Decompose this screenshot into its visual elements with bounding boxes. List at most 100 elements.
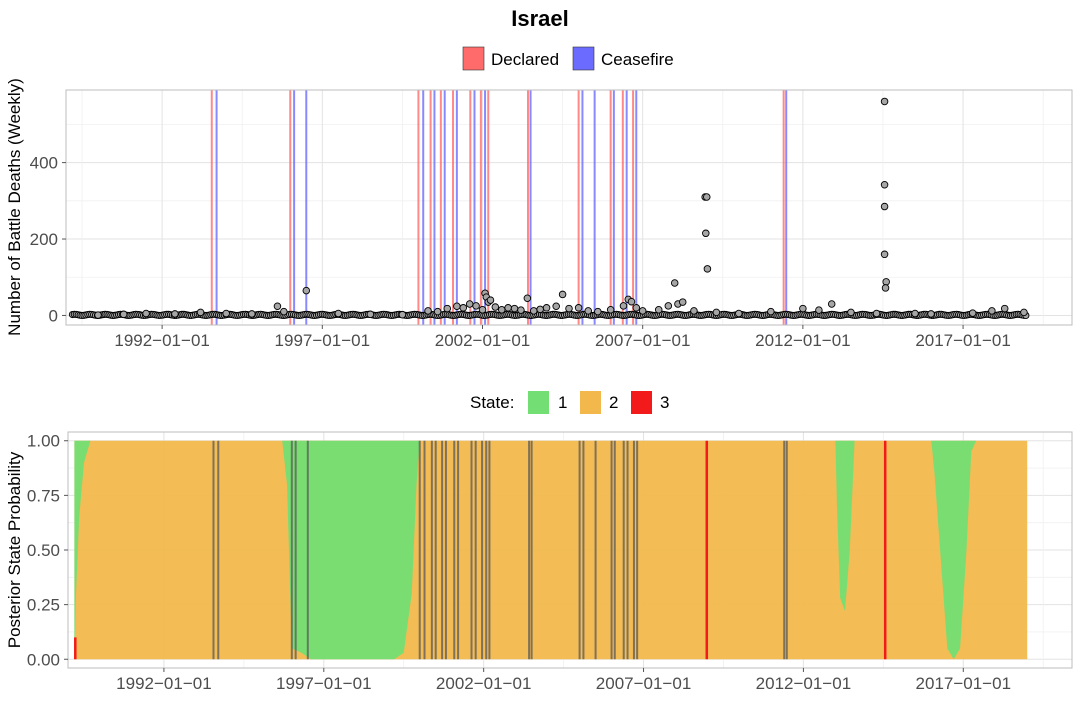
data-point	[584, 307, 592, 315]
data-point	[171, 310, 179, 318]
data-point	[280, 307, 288, 316]
data-point	[606, 305, 615, 314]
data-point	[619, 302, 628, 310]
y-tick-label: 200	[30, 230, 58, 249]
data-points	[94, 97, 1028, 319]
state-3-area	[883, 440, 887, 660]
data-point	[627, 297, 636, 306]
data-point	[911, 309, 919, 318]
state-probability-areas	[74, 440, 1028, 660]
data-point	[491, 303, 500, 311]
data-point	[119, 310, 128, 319]
state-2-area	[74, 440, 1028, 660]
data-point	[222, 309, 230, 318]
data-point	[988, 307, 996, 315]
event-lines-top	[210, 90, 788, 325]
y-tick-label: 0	[49, 306, 58, 325]
data-point	[424, 307, 432, 315]
data-point	[273, 302, 282, 311]
legend-swatch-ceasefire	[572, 46, 595, 71]
chart-title: Israel	[511, 6, 569, 31]
y-axis-label-top: Number of Battle Deaths (Weekly)	[5, 78, 24, 336]
y-tick-label: 400	[30, 154, 58, 173]
x-tick-label: 2017−01−01	[915, 331, 1011, 350]
data-point	[433, 307, 442, 316]
data-point	[517, 306, 525, 314]
data-point	[847, 308, 855, 317]
data-point	[558, 290, 567, 299]
x-tick-label: 2002−01−01	[436, 674, 532, 693]
plot-background-top	[66, 90, 1072, 325]
data-point	[366, 310, 375, 319]
data-point	[497, 305, 506, 314]
data-point	[654, 305, 663, 314]
data-point	[881, 284, 890, 292]
data-point	[882, 278, 890, 286]
data-point	[504, 304, 512, 312]
data-point	[927, 310, 935, 318]
event-lines-bottom	[212, 440, 788, 660]
legend-swatch-declared	[462, 46, 485, 71]
legend-label-state-1: 1	[558, 393, 567, 412]
data-point	[196, 308, 205, 317]
legend-event-type: Declared Ceasefire	[462, 46, 674, 71]
x-tick-label: 1997−01−01	[276, 674, 372, 693]
data-point	[690, 307, 698, 315]
legend-state: State: 1 2 3	[470, 391, 669, 414]
data-point	[465, 300, 474, 308]
y-axis-label-bottom: Posterior State Probability	[5, 451, 24, 648]
legend-label-ceasefire: Ceasefire	[601, 50, 674, 69]
data-point	[142, 309, 150, 318]
x-axis-ticks-bottom: 1992−01−01 1997−01−01 2002−01−01 2007−01−01…	[116, 668, 1011, 693]
x-axis-ticks-top: 1992−01−01 1997−01−01 2002−01−01 2007−01−01…	[114, 325, 1011, 350]
legend-swatch-state-3	[631, 391, 652, 414]
data-point	[536, 305, 544, 314]
y-tick-label: 0.75	[27, 486, 60, 505]
battle-deaths-panel: 0 200 400 1992−01−01 1997−01−01 2002−01−01 20…	[5, 78, 1073, 350]
state-1-area	[74, 440, 1028, 660]
data-point	[398, 310, 407, 319]
data-point	[703, 193, 711, 201]
y-tick-label: 0.50	[27, 541, 60, 560]
data-point	[574, 304, 583, 312]
data-point	[565, 304, 573, 313]
state-3-area	[74, 637, 77, 660]
data-point	[872, 309, 881, 318]
y-tick-label: 0.25	[27, 596, 60, 615]
data-point	[530, 307, 538, 315]
x-tick-label: 2017−01−01	[916, 674, 1012, 693]
data-point	[472, 302, 480, 310]
data-point	[678, 298, 687, 306]
x-tick-label: 2007−01−01	[595, 331, 691, 350]
data-point	[815, 306, 823, 314]
state-3-area	[705, 440, 709, 660]
y-tick-label: 0.00	[27, 650, 60, 669]
x-tick-label: 2012−01−01	[755, 331, 851, 350]
data-point	[486, 296, 495, 304]
legend-label-declared: Declared	[491, 50, 559, 69]
data-point	[827, 300, 836, 308]
data-point	[664, 302, 673, 310]
y-tick-label: 1.00	[27, 432, 60, 451]
x-tick-label: 1997−01−01	[275, 331, 371, 350]
data-point	[552, 302, 560, 311]
data-point	[478, 305, 487, 314]
data-point	[334, 309, 343, 318]
data-point	[703, 265, 712, 273]
legend-swatch-state-1	[528, 391, 549, 414]
data-point	[670, 279, 679, 287]
data-point	[302, 286, 311, 295]
posterior-probability-panel: 0.00 0.25 0.50 0.75 1.00 1992−01−01 1997−01−0…	[5, 431, 1073, 693]
data-point	[767, 307, 775, 316]
data-point	[638, 307, 647, 315]
x-tick-label: 1992−01−01	[116, 674, 212, 693]
data-point	[523, 294, 532, 303]
data-point	[632, 304, 641, 312]
data-point	[702, 229, 710, 238]
x-tick-label: 2012−01−01	[756, 674, 852, 693]
data-point	[94, 311, 102, 319]
data-point	[712, 308, 721, 317]
data-point	[443, 304, 452, 313]
data-point	[735, 309, 743, 318]
